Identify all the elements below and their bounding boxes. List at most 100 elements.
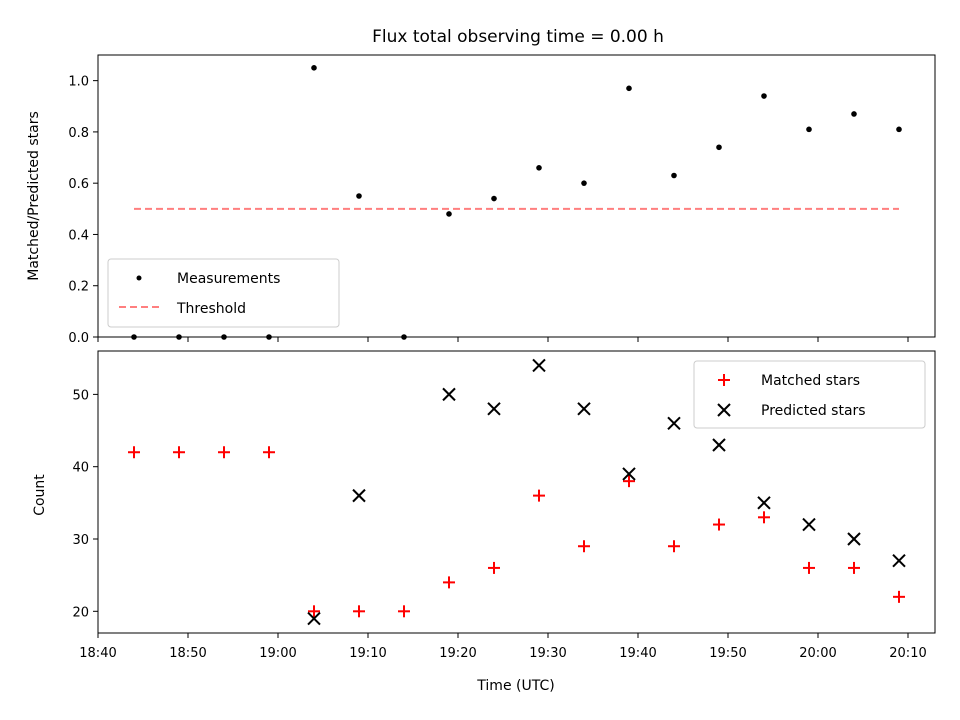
y-tick-label: 0.2 [68, 280, 89, 295]
measurement-point [761, 93, 767, 99]
matched-stars-point [263, 446, 275, 459]
y-tick-label: 20 [72, 605, 89, 620]
legend-label-threshold: Threshold [176, 301, 246, 317]
x-tick-label: 19:30 [529, 646, 566, 661]
predicted-stars-point [802, 517, 816, 532]
cross-stroke [307, 611, 321, 626]
ratio-legend[interactable]: Measurements Threshold [107, 258, 340, 328]
matched-stars-point [218, 446, 230, 459]
matched-stars-legend-marker [718, 374, 730, 386]
predicted-stars-point [757, 496, 771, 510]
matched-stars-point [308, 605, 320, 618]
ratio-x-ticks [97, 337, 909, 342]
y-tick-label: 30 [72, 533, 89, 548]
predicted-stars-point [622, 467, 636, 481]
measurement-point [896, 126, 902, 133]
ratio-panel: 0.0 0.2 0.4 0.6 0.8 1.0 Matched/Predicted sta… [26, 54, 936, 346]
x-tick-label: 19:20 [439, 646, 476, 661]
count-series [128, 358, 906, 626]
legend-label-matched-stars: Matched stars [761, 373, 860, 389]
predicted-stars-point [307, 611, 321, 626]
x-axis-label: Time (UTC) [476, 678, 554, 694]
measurement-point [221, 334, 227, 340]
x-tick-label: 18:50 [169, 646, 206, 661]
ratio-y-ticks: 0.0 0.2 0.4 0.6 0.8 1.0 [68, 75, 98, 346]
cross-stroke [532, 358, 546, 373]
measurement-point [401, 334, 407, 340]
predicted-stars-point [487, 402, 501, 416]
matched-stars-point [623, 475, 635, 488]
y-tick-label: 0.8 [68, 126, 89, 141]
x-tick-label: 19:40 [619, 646, 656, 661]
count-y-ticks: 20 30 40 50 [72, 388, 98, 620]
measurement-point [851, 111, 857, 117]
cross-stroke [352, 488, 366, 503]
cross-stroke [487, 402, 501, 416]
ratio-legend-box [107, 258, 340, 328]
chart-title: Flux total observing time = 0.00 h [372, 27, 664, 47]
cross-stroke [667, 416, 681, 431]
y-tick-label: 0.6 [68, 177, 89, 192]
matched-stars-point [803, 561, 815, 574]
predicted-stars-point [847, 532, 861, 546]
x-tick-label: 18:40 [79, 646, 116, 661]
ratio-y-axis-label: Matched/Predicted stars [26, 111, 42, 281]
legend-label-predicted-stars: Predicted stars [761, 403, 866, 419]
cross-stroke [712, 438, 726, 452]
measurement-point [536, 165, 542, 171]
cross-stroke [757, 496, 771, 510]
measurements-legend-marker [136, 275, 142, 281]
cross-stroke [892, 553, 906, 568]
predicted-stars-point [892, 553, 906, 568]
matched-stars-point [848, 561, 860, 574]
count-y-axis-label: Count [32, 474, 48, 516]
count-x-ticks: 18:40 18:50 19:00 19:10 19:20 19:30 19:40 19:50… [79, 633, 927, 661]
predicted-stars-point [712, 438, 726, 452]
measurement-point [716, 144, 722, 151]
cross-stroke [802, 517, 816, 532]
measurement-point [356, 193, 362, 199]
matched-stars-point [488, 561, 500, 574]
cross-stroke [442, 387, 456, 402]
matched-stars-point [758, 511, 770, 524]
predicted-stars-point [442, 387, 456, 402]
cross-stroke [577, 402, 591, 416]
measurement-point [581, 180, 587, 186]
matched-stars-point [668, 540, 680, 553]
x-tick-label: 20:10 [889, 646, 926, 661]
matched-stars-point [578, 540, 590, 553]
matched-stars-point [443, 576, 455, 589]
measurement-point [671, 172, 677, 179]
y-tick-label: 0.0 [68, 331, 89, 346]
legend-label-measurements: Measurements [177, 271, 280, 287]
predicted-stars-point [352, 488, 366, 503]
ratio-plot-frame [97, 54, 936, 338]
matched-stars-point [128, 446, 140, 459]
measurement-point [131, 334, 137, 340]
y-tick-label: 50 [72, 388, 89, 403]
matched-stars-point [398, 605, 410, 618]
count-legend[interactable]: Matched stars Predicted stars [693, 360, 926, 429]
x-tick-label: 19:10 [349, 646, 386, 661]
measurement-point [446, 211, 452, 217]
count-legend-box [693, 360, 926, 429]
measurement-point [806, 126, 812, 133]
y-tick-label: 1.0 [68, 75, 89, 90]
matched-stars-point [713, 518, 725, 531]
measurement-point [491, 195, 497, 202]
matched-stars-point [173, 446, 185, 459]
ratio-series [131, 65, 902, 340]
matched-stars-point [533, 489, 545, 502]
measurement-point [266, 334, 272, 340]
x-tick-label: 19:00 [259, 646, 296, 661]
predicted-stars-point [667, 416, 681, 431]
count-plot-frame [97, 350, 936, 634]
predicted-stars-point [577, 402, 591, 416]
measurement-point [311, 65, 317, 71]
measurement-point [626, 85, 632, 92]
matched-stars-point [353, 605, 365, 618]
predicted-stars-point [532, 358, 546, 373]
x-tick-label: 19:50 [709, 646, 746, 661]
